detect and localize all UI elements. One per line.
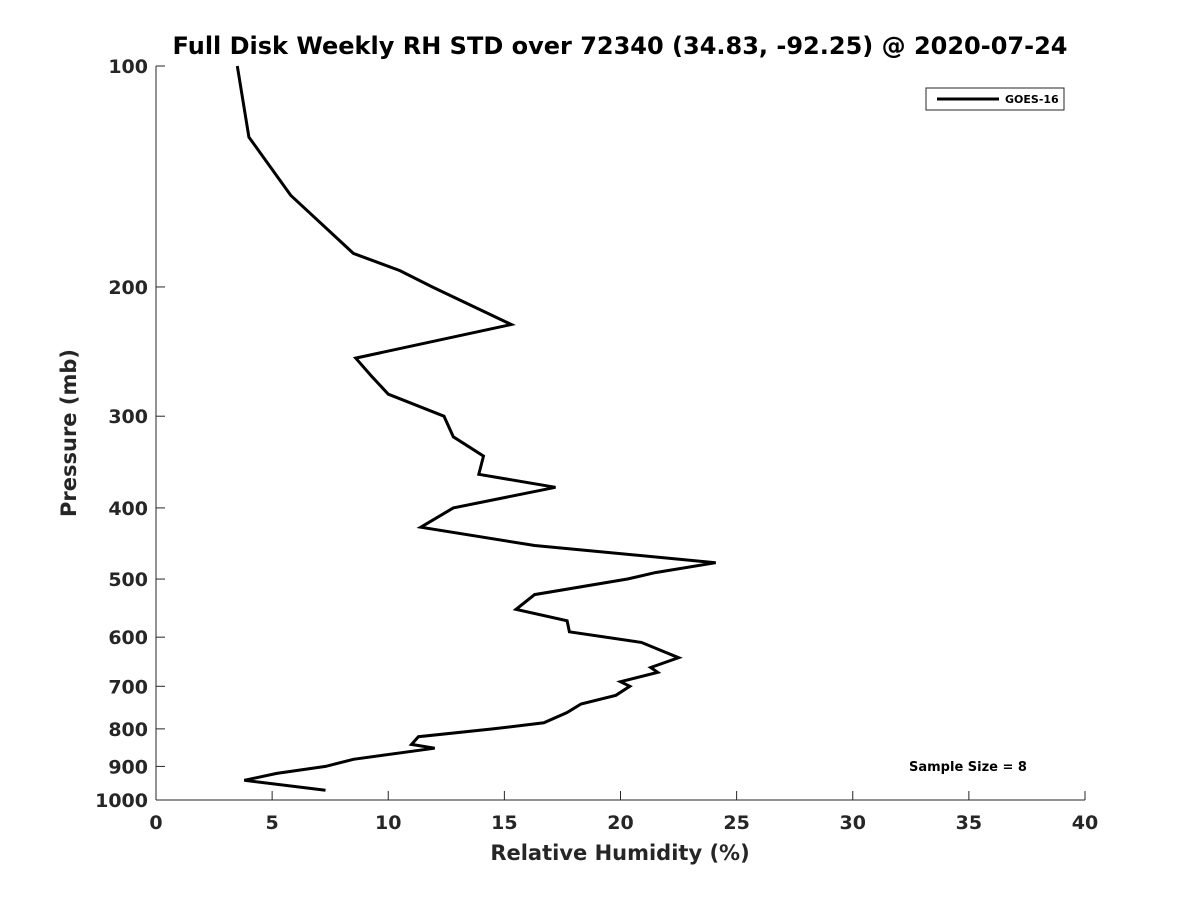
y-tick-label: 100 bbox=[108, 56, 148, 78]
axes bbox=[155, 66, 1085, 801]
y-tick-label: 500 bbox=[108, 569, 148, 591]
series-layer bbox=[235, 65, 716, 792]
y-axis-ticks: 100 200 300 400 500 600 700 800 900 1000 bbox=[95, 56, 165, 812]
y-tick-label: 1000 bbox=[95, 790, 148, 812]
x-tick-label: 10 bbox=[375, 812, 401, 834]
y-axis-title: Pressure (mb) bbox=[57, 349, 81, 517]
sample-size-annotation: Sample Size = 8 bbox=[909, 760, 1027, 775]
y-tick-label: 700 bbox=[108, 676, 148, 698]
x-tick-label: 40 bbox=[1072, 812, 1098, 834]
y-tick-label: 200 bbox=[108, 277, 148, 299]
y-tick-label: 300 bbox=[108, 406, 148, 428]
x-tick-label: 0 bbox=[149, 812, 162, 834]
y-tick-label: 800 bbox=[108, 719, 148, 741]
x-tick-label: 35 bbox=[956, 812, 982, 834]
y-tick-label: 600 bbox=[108, 627, 148, 649]
x-tick-label: 30 bbox=[840, 812, 866, 834]
x-axis-title: Relative Humidity (%) bbox=[490, 841, 749, 865]
y-tick-label: 900 bbox=[108, 756, 148, 778]
chart-title: Full Disk Weekly RH STD over 72340 (34.8… bbox=[173, 32, 1068, 60]
x-tick-label: 20 bbox=[607, 812, 633, 834]
x-axis-ticks: 0 5 10 15 20 25 30 35 40 bbox=[149, 791, 1098, 834]
x-tick-label: 25 bbox=[723, 812, 749, 834]
legend: GOES-16 bbox=[925, 87, 1065, 111]
legend-label: GOES-16 bbox=[1005, 93, 1059, 106]
x-tick-label: 5 bbox=[266, 812, 279, 834]
y-tick-label: 400 bbox=[108, 498, 148, 520]
series-line-goes-16 bbox=[235, 65, 716, 792]
x-tick-label: 15 bbox=[491, 812, 517, 834]
